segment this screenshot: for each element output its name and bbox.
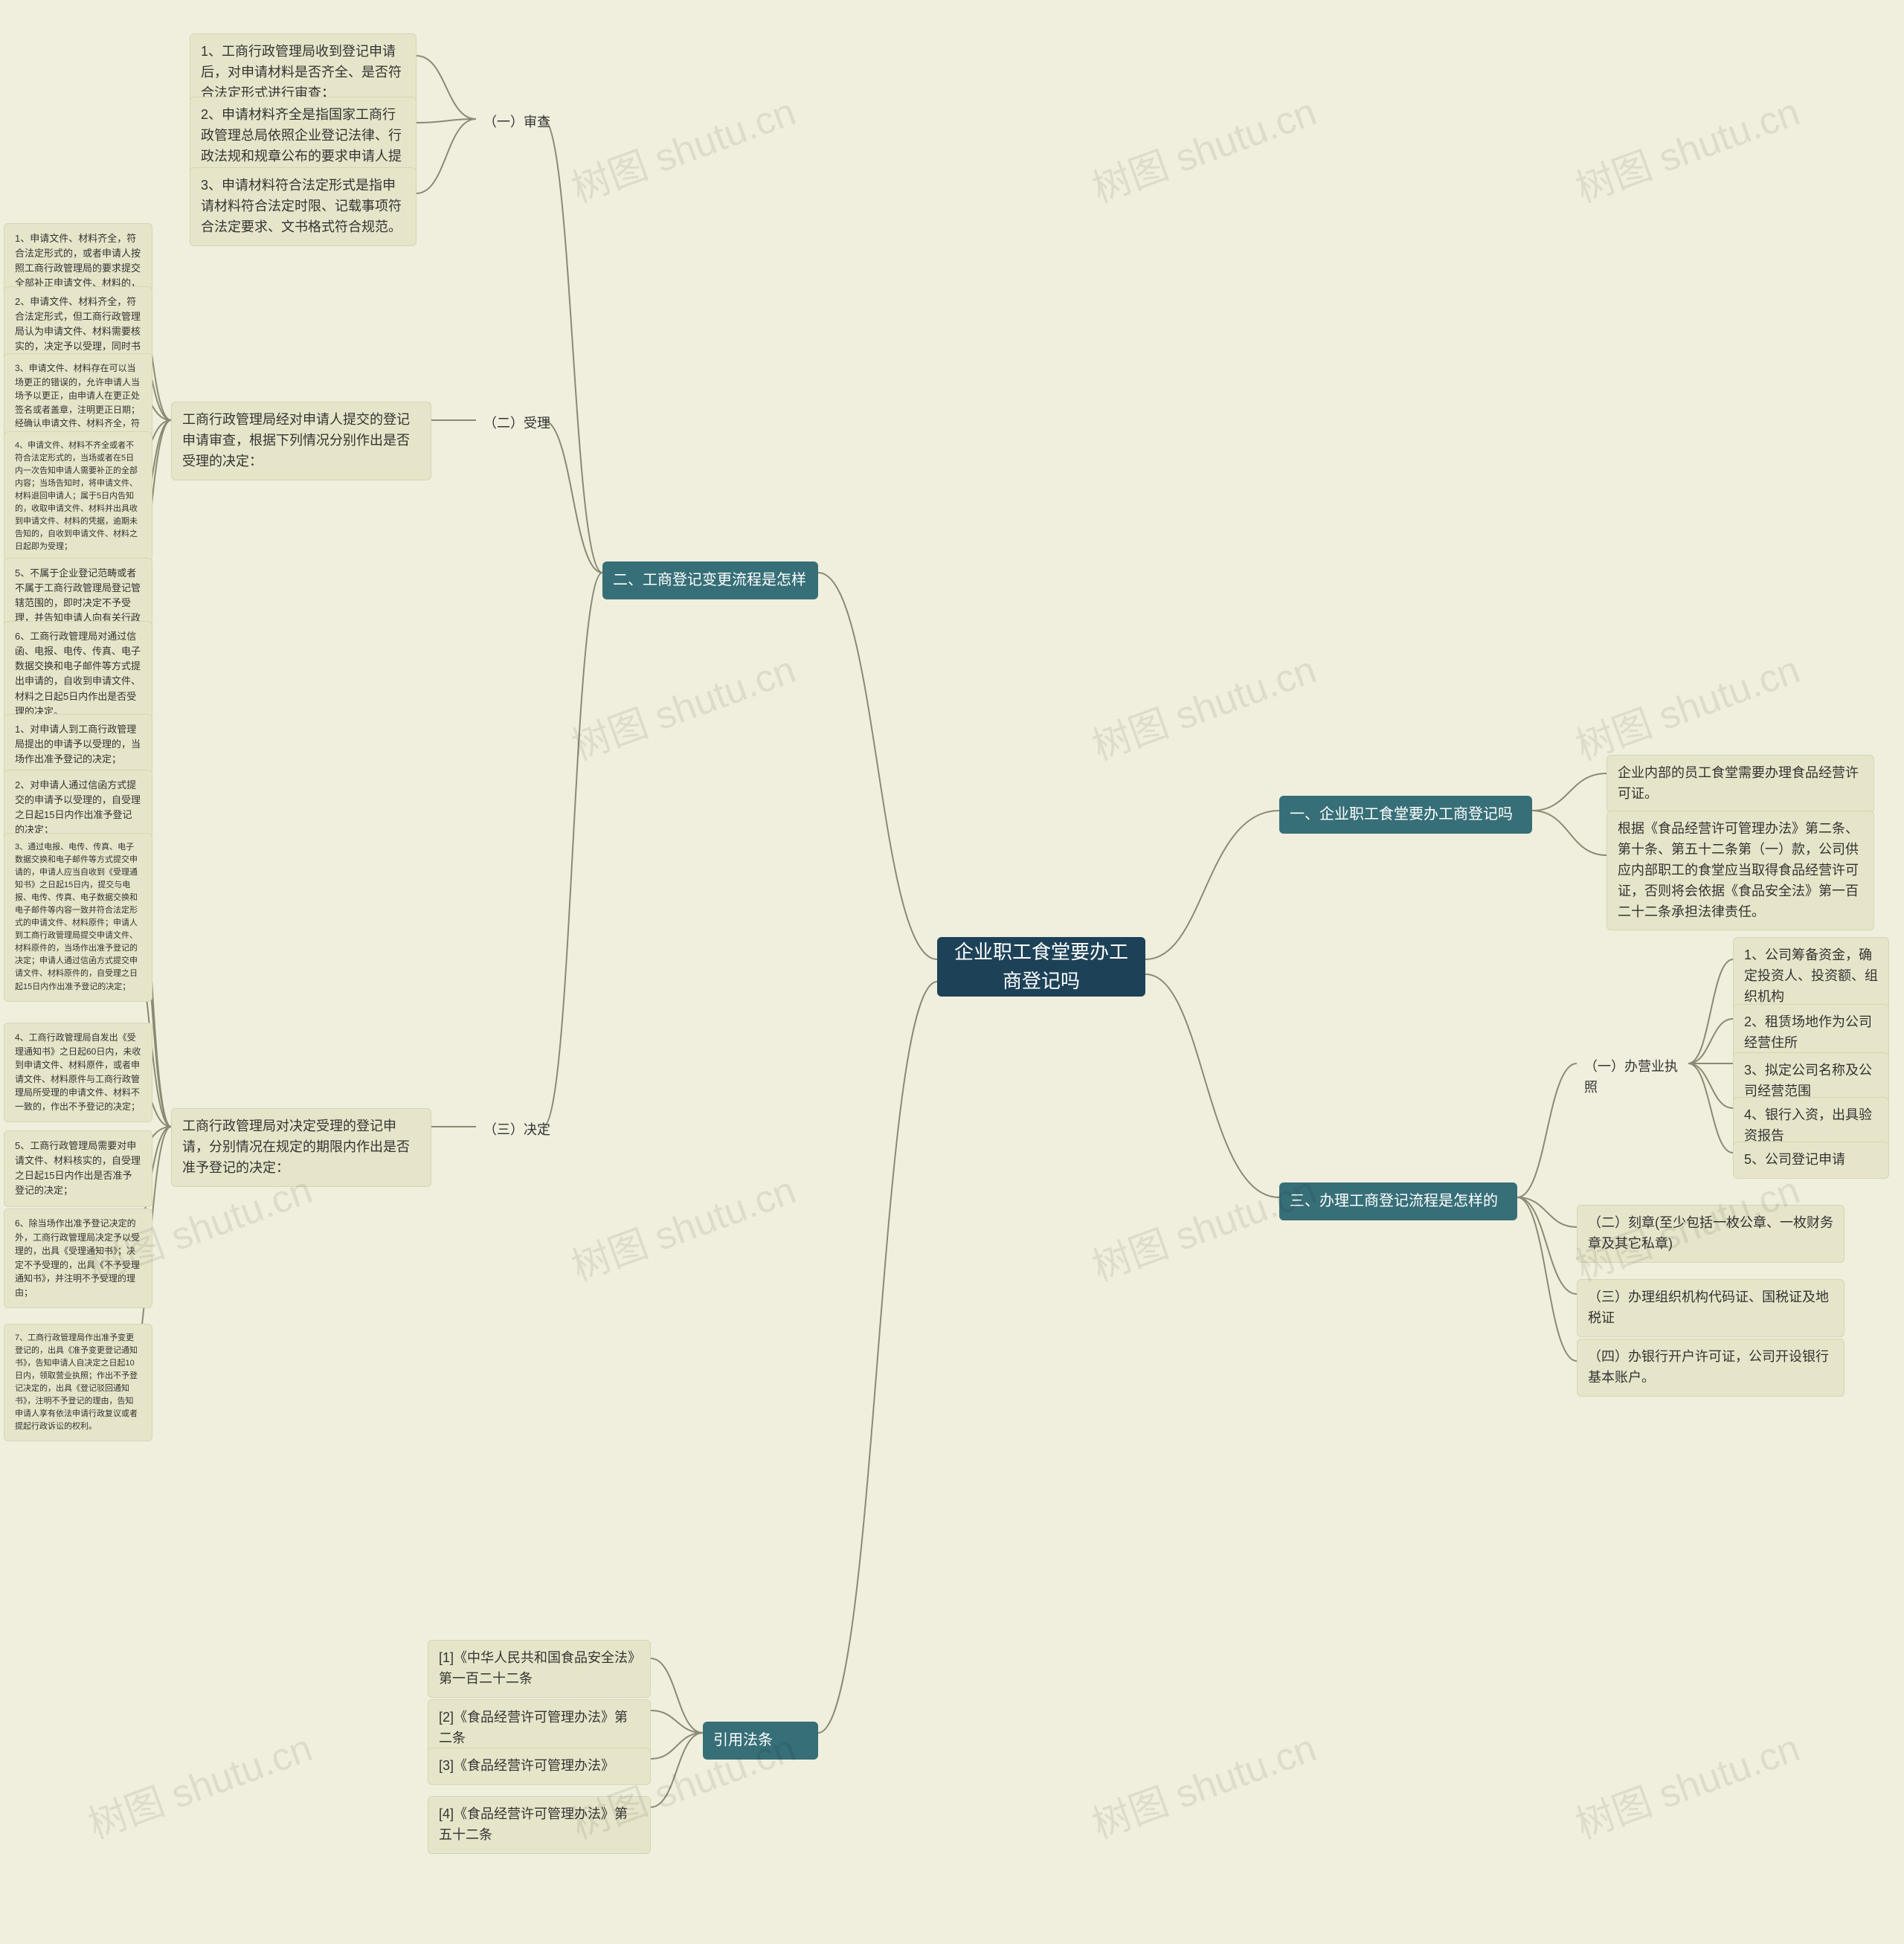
branch-4[interactable]: 引用法条 — [703, 1722, 818, 1760]
b2-g1-i5: 6、工商行政管理局对通过信函、电报、电传、传真、电子数据交换和电子邮件等方式提出… — [4, 621, 152, 727]
branch-1[interactable]: 一、企业职工食堂要办工商登记吗 — [1279, 796, 1532, 834]
watermark: 树图 shutu.cn — [1084, 1716, 1323, 1849]
watermark: 树图 shutu.cn — [563, 638, 803, 770]
watermark: 树图 shutu.cn — [563, 1159, 803, 1291]
b3-g0-label[interactable]: （一）办营业执照 — [1577, 1052, 1688, 1103]
b4-i3: [4]《食品经营许可管理办法》第五十二条 — [428, 1796, 651, 1854]
b2-g1-label[interactable]: （二）受理 — [476, 409, 558, 439]
watermark: 树图 shutu.cn — [1567, 1716, 1807, 1849]
branch-3-title: 三、办理工商登记流程是怎样的 — [1290, 1190, 1498, 1213]
b2-g2-i0: 1、对申请人到工商行政管理局提出的申请予以受理的，当场作出准予登记的决定； — [4, 714, 152, 775]
b4-i0: [1]《中华人民共和国食品安全法》第一百二十二条 — [428, 1640, 651, 1698]
b2-g2-i2: 3、通过电报、电传、传真、电子数据交换和电子邮件等方式提交申请的，申请人应当自收… — [4, 833, 152, 1002]
root-text: 企业职工食堂要办工商登记吗 — [948, 938, 1135, 996]
watermark: 树图 shutu.cn — [1084, 80, 1323, 213]
branch-2[interactable]: 二、工商登记变更流程是怎样 — [602, 561, 818, 599]
watermark: 树图 shutu.cn — [80, 1716, 319, 1849]
b3-g1-label[interactable]: （二）刻章(至少包括一枚公章、一枚财务章及其它私章) — [1577, 1205, 1844, 1263]
b1-leaf-1: 根据《食品经营许可管理办法》第二条、第十条、第五十二条第（一）款，公司供应内部职… — [1606, 811, 1874, 930]
branch-4-title: 引用法条 — [713, 1729, 773, 1752]
watermark: 树图 shutu.cn — [1567, 80, 1807, 213]
b1-leaf-1-text: 根据《食品经营许可管理办法》第二条、第十条、第五十二条第（一）款，公司供应内部职… — [1618, 819, 1863, 922]
b2-g2-i6: 7、工商行政管理局作出准予变更登记的，出具《准予变更登记通知书》，告知申请人自决… — [4, 1324, 152, 1441]
b3-g2-label[interactable]: （三）办理组织机构代码证、国税证及地税证 — [1577, 1279, 1844, 1337]
watermark: 树图 shutu.cn — [563, 80, 803, 213]
b2-g0-label[interactable]: （一）审查 — [476, 108, 558, 138]
b3-g0-label-text: （一）办营业执照 — [1584, 1057, 1681, 1098]
b2-g2-label[interactable]: （三）决定 — [476, 1116, 558, 1145]
b2-g0-i2: 3、申请材料符合法定形式是指申请材料符合法定时限、记载事项符合法定要求、文书格式… — [190, 167, 416, 246]
b2-g1-i3: 4、申请文件、材料不齐全或者不符合法定形式的，当场或者在5日内一次告知申请人需要… — [4, 431, 152, 561]
b4-i2: [3]《食品经营许可管理办法》 — [428, 1748, 651, 1785]
branch-3[interactable]: 三、办理工商登记流程是怎样的 — [1279, 1182, 1517, 1220]
watermark: 树图 shutu.cn — [1084, 1159, 1323, 1291]
b3-g3-label[interactable]: （四）办银行开户许可证，公司开设银行基本账户。 — [1577, 1339, 1844, 1397]
b2-g2-i4: 5、工商行政管理局需要对申请文件、材料核实的，自受理之日起15日内作出是否准予登… — [4, 1130, 152, 1207]
root-node[interactable]: 企业职工食堂要办工商登记吗 — [937, 937, 1145, 997]
branch-2-title: 二、工商登记变更流程是怎样 — [613, 569, 806, 592]
branch-1-title: 一、企业职工食堂要办工商登记吗 — [1290, 803, 1513, 826]
b2-g1-intro: 工商行政管理局经对申请人提交的登记申请审查，根据下列情况分别作出是否受理的决定： — [171, 402, 431, 480]
watermark: 树图 shutu.cn — [1084, 638, 1323, 770]
b1-leaf-0: 企业内部的员工食堂需要办理食品经营许可证。 — [1606, 755, 1874, 813]
b2-g2-i3: 4、工商行政管理局自发出《受理通知书》之日起60日内，未收到申请文件、材料原件，… — [4, 1023, 152, 1122]
b2-g2-intro: 工商行政管理局对决定受理的登记申请，分别情况在规定的期限内作出是否准予登记的决定… — [171, 1108, 431, 1187]
b1-leaf-0-text: 企业内部的员工食堂需要办理食品经营许可证。 — [1618, 763, 1863, 805]
watermark: 树图 shutu.cn — [1567, 638, 1807, 770]
b3-g0-i4: 5、公司登记申请 — [1733, 1142, 1889, 1179]
b2-g2-i5: 6、除当场作出准予登记决定的外，工商行政管理局决定予以受理的，出具《受理通知书》… — [4, 1208, 152, 1308]
